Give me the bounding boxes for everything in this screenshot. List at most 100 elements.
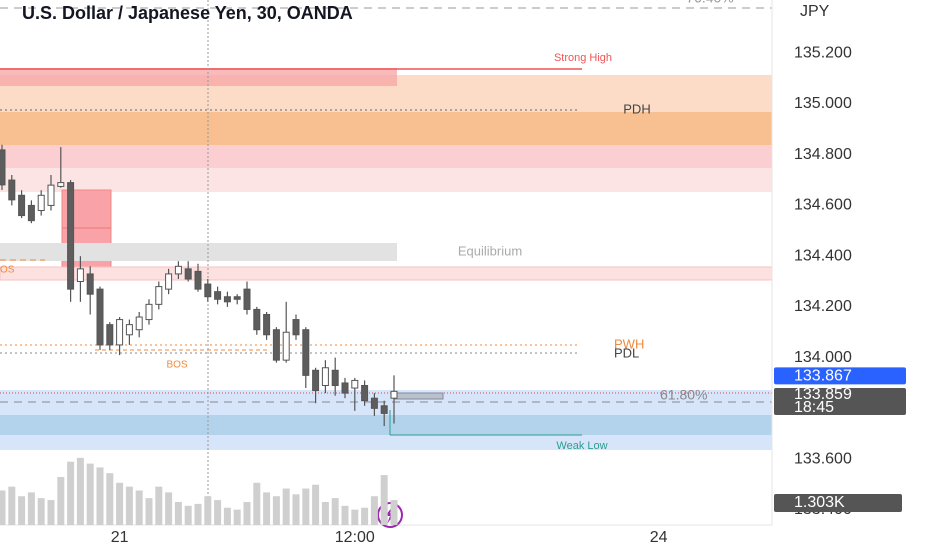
volume-bar xyxy=(194,503,202,525)
candle-body xyxy=(341,382,349,394)
candle-body xyxy=(184,268,192,280)
candle-body xyxy=(380,405,388,414)
volume-bar xyxy=(155,486,163,525)
annotation: Strong High xyxy=(554,52,612,64)
candle-body xyxy=(145,303,153,321)
volume-bar xyxy=(145,498,153,525)
candle-body xyxy=(194,270,202,290)
chart-title: U.S. Dollar / Japanese Yen, 30, OANDA xyxy=(22,3,353,23)
volume-bar xyxy=(106,473,114,525)
candle-body xyxy=(125,324,133,336)
volume-bar xyxy=(243,501,251,525)
volume-bar xyxy=(86,463,94,525)
candle-body xyxy=(223,296,231,303)
pink-band xyxy=(0,266,773,281)
candle-body xyxy=(96,288,104,346)
candle-body xyxy=(272,329,280,361)
candle-body xyxy=(361,385,369,402)
candle-body xyxy=(165,273,173,290)
volume-bar xyxy=(253,482,261,525)
candle-body xyxy=(37,194,45,212)
volume-bar xyxy=(96,467,104,525)
volume-bar xyxy=(272,496,280,525)
y-tick-label: 134.600 xyxy=(794,197,852,214)
annotation: PDH xyxy=(623,101,650,116)
annotation: 61.80% xyxy=(660,387,707,403)
volume-bar xyxy=(370,496,378,525)
last-price-box xyxy=(774,367,906,385)
candle-body xyxy=(312,369,320,392)
candle-body xyxy=(27,204,35,222)
volume-bar xyxy=(76,457,84,525)
position-box xyxy=(394,392,444,400)
candle-body xyxy=(86,273,94,295)
candle-body xyxy=(370,397,378,409)
volume-bar xyxy=(282,488,290,525)
volume-bar xyxy=(37,498,45,525)
y-tick-label: 134.200 xyxy=(794,298,852,315)
candle-body xyxy=(204,283,212,298)
equilibrium-zone xyxy=(0,243,397,261)
candle-body xyxy=(135,316,143,331)
candle-body xyxy=(351,379,359,389)
y-tick-label: 133.600 xyxy=(794,450,852,467)
volume-bar xyxy=(18,496,26,525)
y-tick-label: 134.400 xyxy=(794,247,852,264)
volume-bar xyxy=(204,496,212,525)
x-tick-label: 21 xyxy=(111,529,129,546)
volume-bar xyxy=(214,500,222,525)
volume-bar xyxy=(116,482,124,525)
annotation: BOS xyxy=(166,360,187,371)
candle-body xyxy=(263,313,271,336)
candle-body xyxy=(0,149,6,186)
volume-bar xyxy=(57,477,65,525)
volume-bar xyxy=(292,494,300,525)
volume-bar xyxy=(321,501,329,525)
candle-body xyxy=(174,265,182,275)
candle-body xyxy=(302,329,310,376)
strong-high-block xyxy=(0,68,397,86)
alert-icon-bolt xyxy=(385,506,395,524)
volume-bar xyxy=(351,509,359,525)
candle-body xyxy=(106,324,114,346)
candle-body xyxy=(292,319,300,336)
pink-zone-inner xyxy=(0,145,772,168)
candle-body xyxy=(8,179,16,201)
y-tick-label: 134.000 xyxy=(794,349,852,366)
y-axis-label: JPY xyxy=(800,3,830,20)
volume-bar xyxy=(135,490,143,525)
volume-bar xyxy=(263,492,271,525)
volume-bar xyxy=(165,492,173,525)
candle-body xyxy=(116,319,124,346)
annotation: Weak Low xyxy=(556,440,607,452)
volume-bar xyxy=(125,486,133,525)
pdh-zone xyxy=(0,112,772,145)
volume-bar xyxy=(174,501,182,525)
volume-bar xyxy=(302,488,310,525)
volume-bar xyxy=(341,505,349,525)
y-tick-label: 135.200 xyxy=(794,44,852,61)
volume-bar xyxy=(380,475,388,525)
volume-box xyxy=(774,494,902,512)
candle-body xyxy=(390,390,398,399)
candle-body xyxy=(331,369,339,387)
cursor-price-label: 133.859 xyxy=(794,386,852,403)
volume-bar xyxy=(67,461,75,525)
volume-bar xyxy=(361,507,369,525)
candle-body xyxy=(155,286,163,305)
candle-body xyxy=(214,291,222,300)
x-tick-label: 12:00 xyxy=(335,529,375,546)
volume-bar xyxy=(233,509,241,525)
annotation: PWH xyxy=(614,336,644,351)
candle-body xyxy=(67,182,75,290)
annotation: Equilibrium xyxy=(458,243,522,258)
annotation: 76.40% xyxy=(686,0,733,6)
candle-body xyxy=(282,331,290,361)
volume-bar xyxy=(47,500,55,525)
volume-bar xyxy=(27,492,35,525)
candle-body xyxy=(243,288,251,310)
candle-body xyxy=(253,308,261,331)
volume-bar xyxy=(184,505,192,525)
